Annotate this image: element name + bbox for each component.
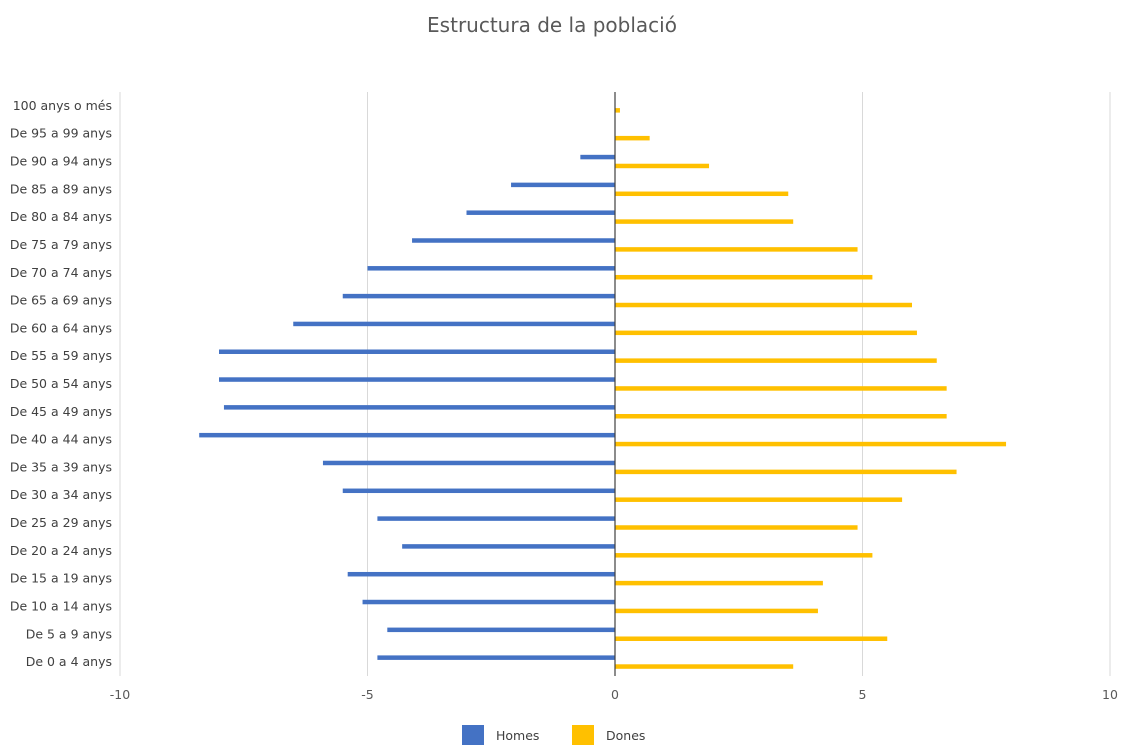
bar-homes-20 xyxy=(377,655,615,660)
bar-dones-20 xyxy=(615,664,794,669)
bar-homes-18 xyxy=(362,599,615,605)
bar-dones-12 xyxy=(615,441,1007,447)
category-label-8: De 60 a 64 anys xyxy=(10,320,112,335)
legend-swatch-homes xyxy=(462,725,484,745)
bar-homes-6 xyxy=(367,266,615,271)
category-label-11: De 45 a 49 anys xyxy=(10,404,112,419)
bar-dones-16 xyxy=(615,553,873,558)
x-tick-label-4: 10 xyxy=(1102,687,1118,702)
bar-homes-9 xyxy=(219,349,615,354)
x-tick-labels: -10 -5 0 5 10 xyxy=(110,687,1118,702)
bar-dones-10 xyxy=(615,386,947,391)
bar-dones-9 xyxy=(615,358,937,363)
category-labels: 100 anys o més De 95 a 99 anys De 90 a 94 … xyxy=(10,98,112,669)
bar-dones-6 xyxy=(615,274,873,280)
bar-dones-5 xyxy=(615,247,858,252)
bar-homes-15 xyxy=(377,516,615,521)
bar-dones-11 xyxy=(615,414,947,419)
bar-homes-19 xyxy=(387,627,615,633)
category-label-7: De 65 a 69 anys xyxy=(10,293,112,308)
x-tick-label-2: 0 xyxy=(611,687,619,702)
category-label-1: De 95 a 99 anys xyxy=(10,126,112,141)
category-label-20: De 0 a 4 anys xyxy=(26,654,112,669)
category-label-16: De 20 a 24 anys xyxy=(10,543,112,558)
bar-homes-3 xyxy=(511,182,615,188)
bars xyxy=(199,108,1007,669)
bar-homes-7 xyxy=(342,293,615,299)
category-label-13: De 35 a 39 anys xyxy=(10,459,112,474)
category-label-0: 100 anys o més xyxy=(13,98,112,113)
bar-dones-19 xyxy=(615,636,888,641)
legend-label-dones: Dones xyxy=(606,728,645,743)
bar-dones-0 xyxy=(615,108,620,113)
bar-homes-16 xyxy=(402,544,615,549)
bar-homes-13 xyxy=(322,460,615,466)
bar-dones-8 xyxy=(615,330,917,336)
category-label-18: De 10 a 14 anys xyxy=(10,598,112,613)
bar-dones-15 xyxy=(615,525,858,530)
bar-homes-2 xyxy=(580,154,615,160)
bar-dones-13 xyxy=(615,469,957,475)
bar-dones-17 xyxy=(615,580,823,586)
bar-homes-11 xyxy=(223,405,615,410)
bar-homes-8 xyxy=(293,321,615,327)
bar-dones-14 xyxy=(615,497,903,502)
bar-dones-3 xyxy=(615,191,789,197)
category-label-15: De 25 a 29 anys xyxy=(10,515,112,530)
category-label-4: De 80 a 84 anys xyxy=(10,209,112,224)
bar-dones-2 xyxy=(615,163,710,169)
category-label-14: De 30 a 34 anys xyxy=(10,487,112,502)
bar-homes-17 xyxy=(347,571,615,577)
category-label-17: De 15 a 19 anys xyxy=(10,571,112,586)
x-tick-label-3: 5 xyxy=(859,687,867,702)
legend-swatch-dones xyxy=(572,725,594,745)
grid-lines xyxy=(119,92,1111,676)
category-label-3: De 85 a 89 anys xyxy=(10,181,112,196)
category-label-10: De 50 a 54 anys xyxy=(10,376,112,391)
bar-dones-18 xyxy=(615,608,818,614)
x-tick-label-0: -10 xyxy=(110,687,130,702)
bar-homes-4 xyxy=(466,210,615,215)
bar-homes-10 xyxy=(219,377,615,382)
bar-homes-14 xyxy=(342,488,615,494)
bar-dones-7 xyxy=(615,302,912,308)
category-label-9: De 55 a 59 anys xyxy=(10,348,112,363)
bar-homes-5 xyxy=(412,238,615,243)
bar-homes-12 xyxy=(199,432,615,438)
x-tick-label-1: -5 xyxy=(361,687,373,702)
category-label-6: De 70 a 74 anys xyxy=(10,265,112,280)
category-label-5: De 75 a 79 anys xyxy=(10,237,112,252)
bar-dones-4 xyxy=(615,219,794,224)
legend: Homes Dones xyxy=(462,725,645,745)
category-label-12: De 40 a 44 anys xyxy=(10,432,112,447)
category-label-19: De 5 a 9 anys xyxy=(26,626,112,641)
category-label-2: De 90 a 94 anys xyxy=(10,154,112,169)
chart-title: Estructura de la població xyxy=(427,13,677,37)
legend-label-homes: Homes xyxy=(496,728,539,743)
bar-dones-1 xyxy=(615,135,650,141)
